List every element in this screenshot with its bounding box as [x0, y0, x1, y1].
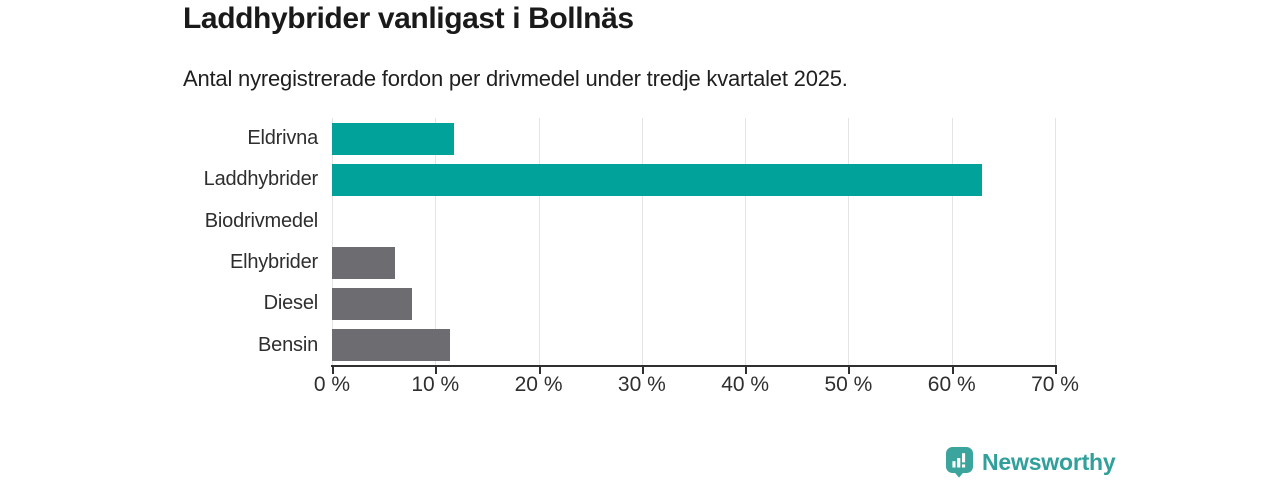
gridline	[538, 118, 540, 366]
x-tick	[951, 367, 954, 374]
x-tick-label: 70 %	[1031, 373, 1079, 396]
chart-title: Laddhybrider vanligast i Bollnäs	[183, 2, 634, 35]
bar-diesel	[332, 288, 412, 320]
x-tick-label: 10 %	[411, 373, 460, 396]
gridline	[951, 118, 953, 366]
x-axis-line	[331, 365, 1057, 367]
x-tick-label: 0 %	[313, 373, 351, 396]
gridline	[435, 118, 437, 366]
category-axis: Eldrivna Laddhybrider Biodrivmedel Elhybrid…	[0, 118, 319, 366]
bar-laddhybrider	[332, 164, 982, 196]
category-label: Biodrivmedel	[204, 209, 318, 232]
x-tick-label: 40 %	[721, 373, 770, 396]
x-tick	[435, 367, 438, 374]
x-tick	[745, 367, 748, 374]
gridline	[332, 118, 333, 366]
x-tick-label: 50 %	[824, 373, 873, 396]
chart-subtitle: Antal nyregistrerade fordon per drivmede…	[183, 66, 848, 91]
gridline	[1055, 118, 1056, 366]
x-tick	[332, 367, 334, 374]
gridline	[641, 118, 643, 366]
newsworthy-logo: Newsworthy	[946, 447, 1116, 478]
category-label: Elhybrider	[229, 251, 318, 274]
x-tick	[848, 367, 851, 374]
x-tick-label: 60 %	[927, 373, 976, 396]
x-tick-label: 20 %	[514, 373, 563, 396]
newsworthy-logo-text: Newsworthy	[982, 449, 1116, 475]
plot-area	[332, 118, 1056, 366]
x-tick-label: 30 %	[617, 373, 666, 396]
gridline	[745, 118, 747, 366]
bar-elhybrider	[332, 246, 395, 279]
gridline	[848, 118, 850, 366]
x-tick	[641, 367, 644, 374]
category-label: Eldrivna	[247, 127, 318, 150]
x-tick	[538, 367, 541, 374]
bar-eldrivna	[332, 122, 454, 155]
x-tick	[1055, 367, 1057, 374]
category-label: Laddhybrider	[203, 168, 319, 191]
newsworthy-bubble-icon	[946, 447, 973, 478]
category-label: Diesel	[263, 292, 319, 315]
bar-bensin	[332, 329, 450, 362]
category-label: Bensin	[258, 333, 318, 356]
